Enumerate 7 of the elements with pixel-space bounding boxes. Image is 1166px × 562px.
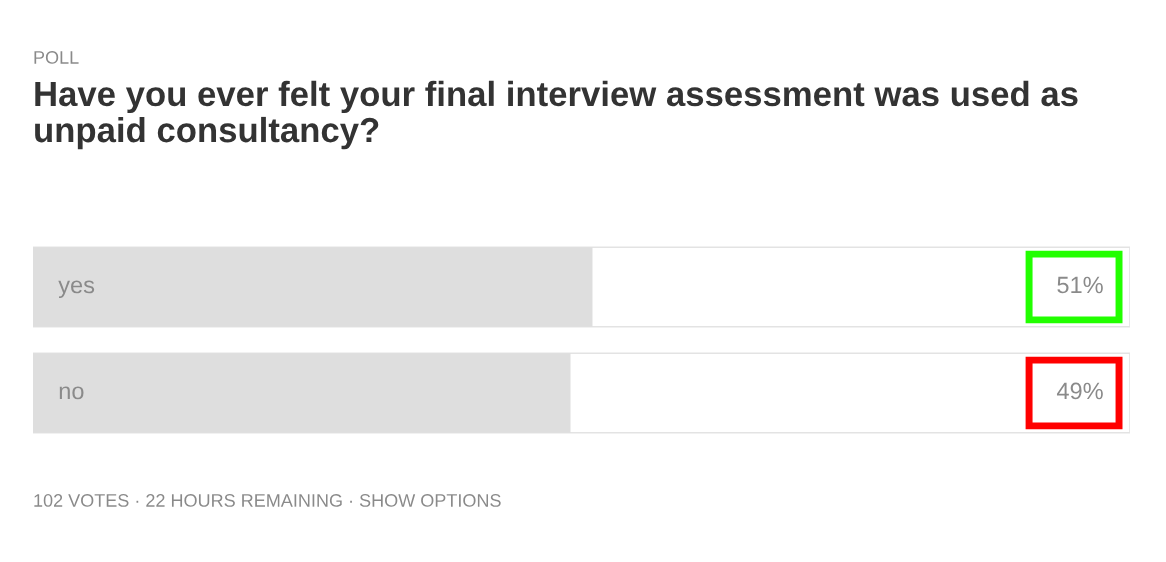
chart-title: Have you ever felt your final interview assessment was used as unpaid consultancy? — [35, 80, 1078, 150]
data-label: 51% — [1057, 276, 1103, 294]
data-label: 49% — [1056, 382, 1103, 400]
text: POLL — [34, 51, 79, 64]
y-tick-label: no — [59, 386, 84, 400]
text: 102 VOTES · 22 HOURS REMAINING · SHOW OPTIONS — [34, 494, 501, 507]
y-tick-label: yes — [58, 280, 95, 298]
